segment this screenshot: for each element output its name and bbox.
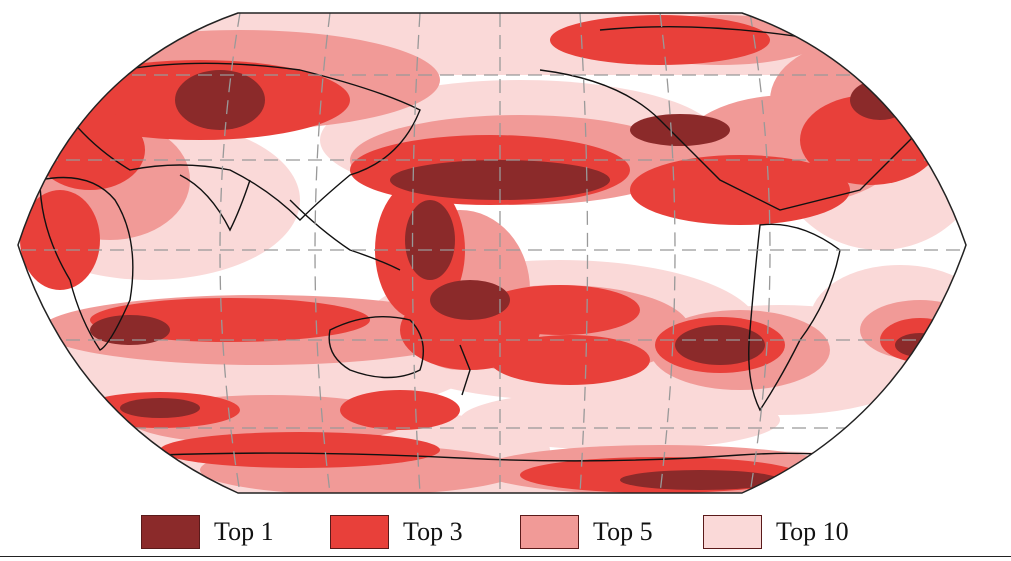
legend-item-top3: Top 3 — [330, 510, 463, 554]
top3-regions — [20, 15, 960, 493]
legend-swatch-top5 — [520, 515, 579, 549]
bottom-divider — [0, 556, 1011, 557]
legend: Top 1 Top 3 Top 5 Top 10 — [0, 510, 1011, 554]
legend-label-top10: Top 10 — [776, 517, 849, 546]
legend-item-top10: Top 10 — [703, 510, 849, 554]
legend-item-top1: Top 1 — [141, 510, 274, 554]
globe-border — [17, 12, 967, 494]
legend-item-top5: Top 5 — [520, 510, 653, 554]
legend-swatch-top3 — [330, 515, 389, 549]
legend-swatch-top10 — [703, 515, 762, 549]
legend-label-top5: Top 5 — [593, 517, 653, 546]
legend-label-top3: Top 3 — [403, 517, 463, 546]
graticule — [18, 13, 966, 493]
legend-swatch-top1 — [141, 515, 200, 549]
legend-label-top1: Top 1 — [214, 517, 274, 546]
